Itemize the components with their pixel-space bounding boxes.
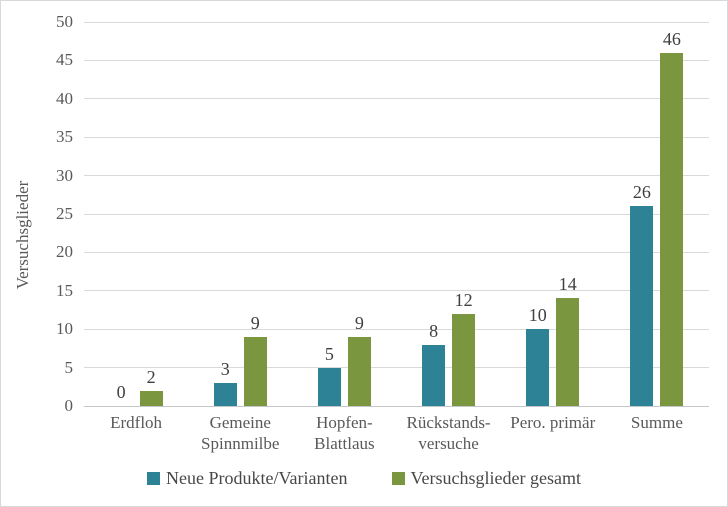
y-tick-label: 50 bbox=[56, 12, 73, 31]
gridline bbox=[84, 175, 709, 177]
x-category-label: Rückstands-versuche bbox=[406, 413, 491, 453]
bar-neue-produkte bbox=[526, 329, 550, 406]
legend-swatch bbox=[391, 472, 405, 485]
x-category-label: Hopfen- Blattlaus bbox=[314, 413, 375, 453]
bar-value-label: 46 bbox=[662, 28, 681, 49]
x-category-label: Summe bbox=[630, 413, 683, 432]
y-tick-label: 20 bbox=[56, 242, 73, 262]
y-tick-label: 40 bbox=[56, 88, 73, 108]
bar-neue-produkte bbox=[213, 382, 237, 406]
bar-value-label: 14 bbox=[558, 274, 577, 295]
bar-value-label: 26 bbox=[632, 182, 651, 203]
gridline bbox=[84, 328, 709, 330]
bar-gesamt bbox=[660, 52, 684, 406]
bar-value-label: 12 bbox=[454, 289, 473, 310]
y-tick-label: 0 bbox=[64, 396, 74, 415]
gridline bbox=[84, 98, 709, 100]
bar-gesamt bbox=[556, 298, 580, 406]
y-tick-label: 25 bbox=[56, 204, 73, 223]
legend-label: Versuchsglieder gesamt bbox=[410, 468, 581, 488]
gridline bbox=[84, 251, 709, 253]
legend-item: Neue Produkte/Varianten bbox=[147, 468, 348, 489]
bar-value-label: 5 bbox=[324, 343, 334, 364]
y-tick-label: 30 bbox=[56, 165, 73, 185]
gridline bbox=[84, 21, 709, 23]
bar-value-label: 2 bbox=[146, 366, 156, 387]
y-tick-label: 35 bbox=[56, 127, 73, 147]
legend-label: Neue Produkte/Varianten bbox=[166, 468, 348, 488]
x-category-label: Pero. primär bbox=[510, 413, 596, 432]
bar-gesamt bbox=[243, 336, 267, 406]
gridline bbox=[84, 367, 709, 369]
bar-neue-produkte bbox=[317, 367, 341, 406]
plot-area: 0 3 5 8 10 26 2 9 9 12 14 46 bbox=[84, 21, 709, 407]
bar-value-label: 0 bbox=[116, 382, 126, 402]
gridline bbox=[84, 213, 709, 215]
bar-value-label: 10 bbox=[528, 305, 547, 326]
y-tick-label: 45 bbox=[56, 50, 73, 70]
bar-value-label: 8 bbox=[429, 320, 439, 341]
bar-value-label: 3 bbox=[220, 358, 230, 379]
legend-swatch bbox=[147, 472, 161, 485]
bar-gesamt bbox=[347, 336, 371, 406]
bar-value-label: 9 bbox=[354, 312, 364, 333]
bar-neue-produkte bbox=[630, 206, 654, 406]
y-tick-label: 5 bbox=[64, 357, 74, 377]
bar-gesamt bbox=[139, 390, 163, 406]
bar-gesamt bbox=[452, 313, 476, 406]
bar-value-label: 9 bbox=[250, 312, 260, 333]
y-tick-label: 10 bbox=[56, 319, 73, 339]
legend: Neue Produkte/Varianten Versuchsglieder g… bbox=[1, 468, 727, 489]
legend-item: Versuchsglieder gesamt bbox=[391, 468, 581, 489]
x-category-label: Erdfloh bbox=[110, 413, 163, 432]
y-tick-label: 15 bbox=[56, 280, 73, 300]
x-category-label: Gemeine Spinnmilbe bbox=[201, 413, 280, 453]
bar-neue-produkte bbox=[422, 344, 446, 406]
x-axis-line bbox=[84, 405, 709, 407]
gridline bbox=[84, 136, 709, 138]
gridline bbox=[84, 290, 709, 292]
gridline bbox=[84, 59, 709, 61]
y-axis-title: Versuchsglieder bbox=[13, 180, 32, 290]
